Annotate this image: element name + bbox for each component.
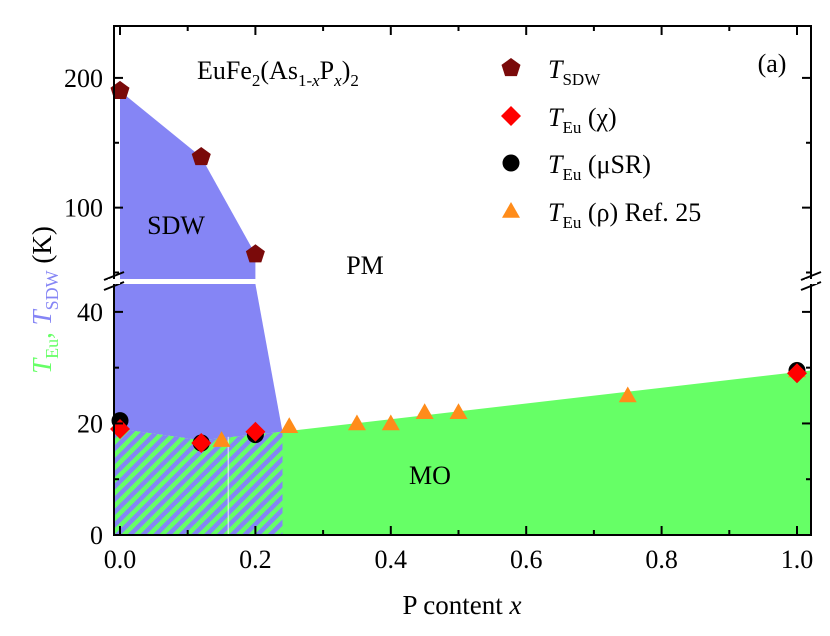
legend-musr-sub: Eu xyxy=(562,165,581,184)
y-label-unit: (K) xyxy=(27,226,57,270)
x-tick-label-0: 0.0 xyxy=(104,545,137,574)
break-gap-left xyxy=(108,279,120,284)
y-label-t-eu-sub: Eu xyxy=(42,339,62,359)
formula-sub4: 2 xyxy=(350,71,359,90)
rho-point-3 xyxy=(381,414,400,431)
legend-sdw-main: T xyxy=(548,55,564,84)
y-label-t-sdw-sub: SDW xyxy=(42,270,62,310)
rho-point-6 xyxy=(618,386,637,403)
break-gap-right xyxy=(805,279,817,284)
chi-point-2 xyxy=(245,421,266,442)
y-label-t-sdw: T xyxy=(27,308,57,325)
x-tick-label-2: 0.4 xyxy=(375,545,408,574)
formula-sub1: 2 xyxy=(252,71,261,90)
y-axis-label: TEu, TSDW (K) xyxy=(27,226,62,374)
formula-p: P xyxy=(320,56,334,85)
y-tick-label-lower-1: 20 xyxy=(77,409,103,438)
legend-sdw-sub: SDW xyxy=(562,70,601,89)
panel-label: (a) xyxy=(758,49,787,78)
region-label-mo: MO xyxy=(409,461,451,490)
axis-break-gap xyxy=(112,279,264,284)
legend-rho-sub: Eu xyxy=(562,213,581,232)
axis-ticks: 0.0 0.2 0.4 0.6 0.8 1.0 0 20 40 100 200 xyxy=(64,26,813,574)
legend-chi-rest: (χ) xyxy=(581,103,616,132)
formula-sub2-var: x xyxy=(311,71,320,90)
phase-regions xyxy=(114,90,811,535)
chi-point-3 xyxy=(787,363,807,384)
x-axis-label-var: x xyxy=(509,590,522,620)
formula-sub2: 1- xyxy=(298,71,313,90)
sdw-point-2 xyxy=(245,244,265,263)
break-mark-left-1 xyxy=(103,271,125,281)
rho-point-4 xyxy=(415,403,434,420)
y-tick-label-upper-0: 100 xyxy=(64,194,103,223)
sdw-point-1 xyxy=(191,147,211,166)
break-mark-left-2 xyxy=(103,281,125,291)
legend-entry-sdw: TSDW xyxy=(548,55,601,89)
y-label-sep: , xyxy=(27,325,57,339)
legend-entry-chi: TEu (χ) xyxy=(548,103,617,137)
rho-point-5 xyxy=(449,403,468,420)
x-tick-label-5: 1.0 xyxy=(781,545,814,574)
legend-marker-chi xyxy=(501,106,521,126)
legend: TSDW TEu (χ) TEu (μSR) TEu (ρ) Ref. 25 xyxy=(501,55,701,232)
x-tick-label-1: 0.2 xyxy=(239,545,272,574)
legend-chi-main: T xyxy=(548,103,564,132)
x-axis-label: P content x xyxy=(403,590,522,620)
legend-entry-rho: TEu (ρ) Ref. 25 xyxy=(548,198,701,232)
legend-marker-sdw xyxy=(501,58,521,77)
y-label-t-eu: T xyxy=(27,357,57,374)
rho-point-0 xyxy=(212,431,231,447)
mo-region xyxy=(114,370,811,535)
rho-point-2 xyxy=(347,414,366,431)
legend-marker-musr xyxy=(502,154,520,172)
legend-markers xyxy=(501,58,521,218)
x-axis-label-text: P content xyxy=(403,590,510,620)
region-label-pm: PM xyxy=(346,251,384,280)
legend-rho-rest: (ρ) Ref. 25 xyxy=(581,198,701,227)
y-tick-label-lower-2: 40 xyxy=(77,298,103,327)
break-mark-right-2 xyxy=(800,281,822,291)
axis-break-marks xyxy=(103,271,822,291)
legend-musr-main: T xyxy=(548,150,564,179)
legend-marker-rho xyxy=(502,202,520,218)
sdw-point-0 xyxy=(110,80,130,99)
legend-musr-rest: (μSR) xyxy=(581,150,651,179)
sdw-region-lower xyxy=(114,284,283,441)
region-label-sdw: SDW xyxy=(147,211,205,240)
legend-rho-main: T xyxy=(548,198,564,227)
x-tick-label-4: 0.8 xyxy=(645,545,678,574)
x-tick-label-3: 0.6 xyxy=(510,545,543,574)
y-tick-label-lower-0: 0 xyxy=(90,521,103,550)
formula-close: ) xyxy=(342,56,351,85)
y-tick-label-upper-1: 200 xyxy=(64,64,103,93)
rho-point-1 xyxy=(280,417,299,433)
break-mark-right-1 xyxy=(800,271,822,281)
formula-sub3-var: x xyxy=(333,71,342,90)
coexistence-hatched-region xyxy=(114,427,283,535)
legend-chi-sub: Eu xyxy=(562,118,581,137)
legend-entry-musr: TEu (μSR) xyxy=(548,150,651,184)
formula-mid: (As xyxy=(260,56,298,85)
formula-base: EuFe xyxy=(197,56,252,85)
chi-point-1 xyxy=(191,432,212,453)
sdw-region-upper xyxy=(120,90,256,280)
data-points xyxy=(110,80,807,453)
compound-formula: EuFe2(As1-xPx)2 xyxy=(197,56,359,90)
